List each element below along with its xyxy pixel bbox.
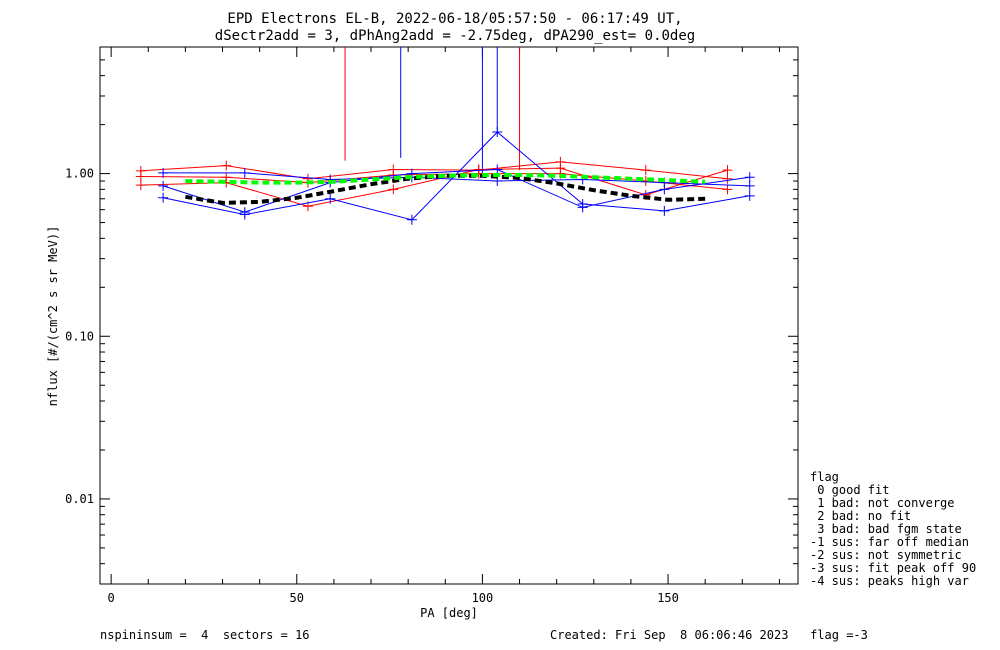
- legend-entry: 0 good fit: [810, 483, 889, 497]
- data-point: [388, 184, 399, 195]
- data-point: [744, 180, 755, 191]
- legend-entry: -4 sus: peaks high var: [810, 574, 969, 588]
- data-point: [221, 172, 232, 183]
- data-point: [135, 180, 146, 191]
- data-point: [722, 173, 733, 184]
- data-point: [239, 207, 250, 218]
- legend-entry: 3 bad: bad fgm state: [810, 522, 962, 536]
- x-tick-label: 50: [290, 591, 304, 605]
- data-point: [325, 193, 336, 204]
- data-point: [406, 214, 417, 225]
- series-line: [162, 168, 750, 213]
- data-point: [221, 160, 232, 171]
- data-point: [744, 190, 755, 201]
- data-point: [640, 165, 651, 176]
- x-tick-label: 0: [108, 591, 115, 605]
- legend-entry: 2 bad: no fit: [810, 509, 911, 523]
- data-point: [722, 184, 733, 195]
- x-tick-label: 100: [472, 591, 494, 605]
- series-7: [185, 173, 706, 185]
- error-bars: [344, 47, 521, 174]
- x-axis-label: PA [deg]: [420, 606, 478, 620]
- legend: flag 0 good fit 1 bad: not converge 2 ba…: [810, 470, 976, 588]
- data-point: [492, 164, 503, 175]
- data-point: [722, 165, 733, 176]
- legend-entry: -1 sus: far off median: [810, 535, 969, 549]
- series-line: [140, 161, 728, 180]
- footer-left: nspininsum = 4 sectors = 16: [100, 628, 310, 642]
- data-point: [158, 167, 169, 178]
- plot-frame: [99, 46, 799, 585]
- y-axis: 0.01 0.10 1.00: [65, 59, 798, 565]
- data-point: [158, 180, 169, 191]
- series-line: [162, 131, 750, 221]
- data-point: [577, 202, 588, 213]
- footer-right: Created: Fri Sep 8 06:06:46 2023 flag =-…: [550, 628, 868, 642]
- y-tick-label: 1.00: [65, 167, 94, 181]
- x-axis: 0 50 100 150: [108, 47, 780, 605]
- chart-title-line1: EPD Electrons EL-B, 2022-06-18/05:57:50 …: [227, 11, 682, 27]
- series-line: [140, 167, 728, 207]
- y-axis-label: nflux [#/(cm^2 s sr MeV)]: [46, 226, 60, 407]
- series-line: [185, 173, 706, 185]
- legend-entry: -2 sus: not symmetric: [810, 548, 962, 562]
- chart-title-line2: dSectr2add = 3, dPhAng2add = -2.75deg, d…: [215, 28, 695, 44]
- data-point: [239, 167, 250, 178]
- y-tick-label: 0.01: [65, 492, 94, 506]
- data-point: [744, 172, 755, 183]
- legend-title: flag: [810, 470, 839, 484]
- data-point: [135, 171, 146, 182]
- series-layer: [135, 127, 755, 225]
- x-tick-label: 150: [657, 591, 679, 605]
- legend-entry: 1 bad: not converge: [810, 496, 955, 510]
- data-point: [158, 192, 169, 203]
- data-point: [659, 205, 670, 216]
- series-line: [163, 172, 750, 187]
- legend-entry: -3 sus: fit peak off 90: [810, 561, 976, 575]
- data-point: [492, 127, 503, 138]
- series-3: [158, 127, 755, 225]
- y-tick-label: 0.10: [65, 329, 94, 343]
- series-1: [135, 163, 733, 212]
